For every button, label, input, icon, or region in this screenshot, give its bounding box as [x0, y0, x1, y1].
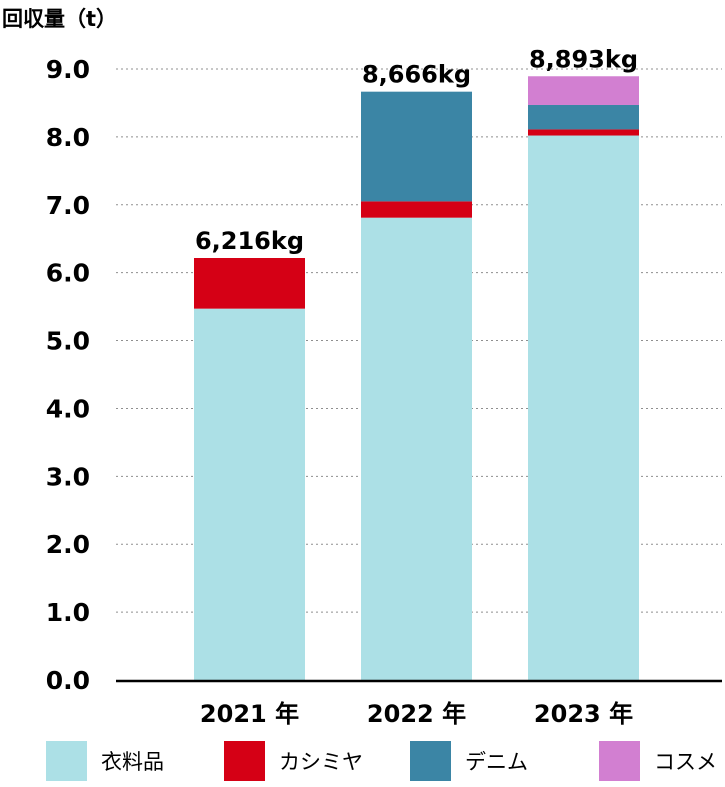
y-tick-label: 1.0: [46, 598, 90, 627]
bar-segment: [528, 76, 639, 105]
bar-segment: [361, 217, 472, 680]
y-tick-label: 0.0: [46, 666, 90, 695]
x-tick-label: 2022 年: [367, 700, 466, 728]
y-tick-label: 7.0: [46, 191, 90, 220]
y-tick-label: 8.0: [46, 123, 90, 152]
legend-swatch: [599, 741, 640, 781]
bar-segment: [528, 129, 639, 136]
legend-swatch: [46, 741, 87, 781]
bar-segment: [194, 308, 305, 680]
x-tick-label: 2023 年: [534, 700, 633, 728]
legend-swatch: [410, 741, 451, 781]
stacked-bar-chart: 回収量（t） 0.0 1.0 2.0 3.0 4.0 5.0 6.0 7.0 8.0 9.0 20…: [2, 7, 722, 728]
x-tick-label: 2021 年: [200, 700, 299, 728]
bar-segment: [528, 135, 639, 680]
y-tick-label: 6.0: [46, 259, 90, 288]
bar-segment: [194, 258, 305, 309]
bar-segment: [528, 104, 639, 130]
y-tick-label: 5.0: [46, 327, 90, 356]
y-tick-label: 2.0: [46, 530, 90, 559]
y-tick-label: 9.0: [46, 55, 90, 84]
bar-segment: [361, 91, 472, 202]
bars: [194, 76, 639, 680]
legend-item: デニム: [410, 741, 528, 781]
bar-total-labels: 6,216kg 8,666kg 8,893kg: [195, 45, 638, 255]
bar-total-label: 8,893kg: [529, 45, 638, 73]
legend-swatch: [224, 741, 265, 781]
y-axis-label: 回収量（t）: [2, 7, 117, 31]
legend-label: デニム: [465, 750, 528, 774]
y-tick-labels: 0.0 1.0 2.0 3.0 4.0 5.0 6.0 7.0 8.0 9.0: [46, 55, 90, 695]
legend-item: 衣料品: [46, 741, 164, 781]
bar-segment: [361, 201, 472, 218]
legend-label: カシミヤ: [279, 750, 363, 774]
legend-label: 衣料品: [101, 750, 164, 774]
bar-total-label: 6,216kg: [195, 227, 304, 255]
x-tick-labels: 2021 年 2022 年 2023 年: [200, 700, 633, 728]
y-tick-label: 4.0: [46, 394, 90, 423]
legend-label: コスメ: [654, 750, 717, 774]
legend-item: コスメ: [599, 741, 717, 781]
legend-item: カシミヤ: [224, 741, 363, 781]
legend: 衣料品 カシミヤ デニム コスメ: [0, 741, 725, 787]
y-tick-label: 3.0: [46, 462, 90, 491]
bar-total-label: 8,666kg: [362, 61, 471, 89]
